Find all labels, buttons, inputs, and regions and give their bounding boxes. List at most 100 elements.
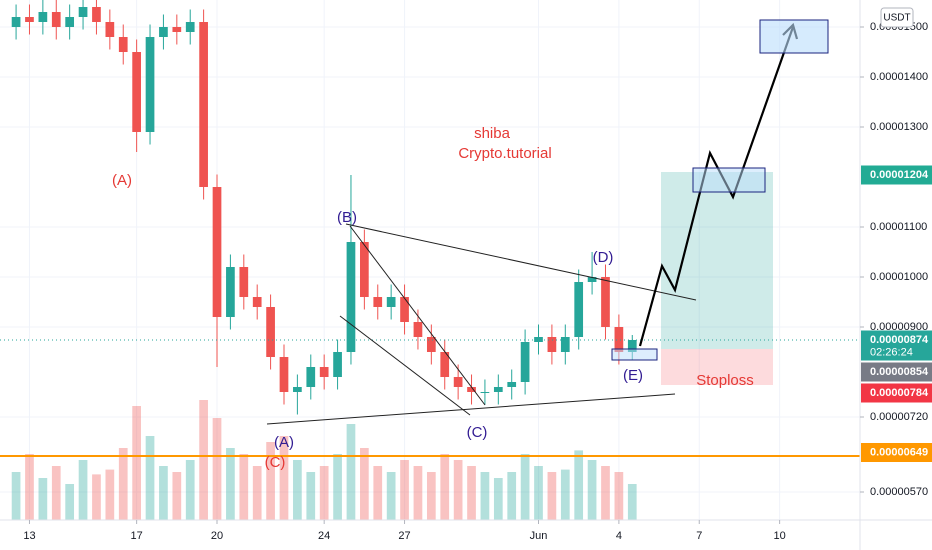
volume-bar	[172, 472, 182, 520]
volume-layer	[11, 400, 637, 520]
volume-bar	[118, 448, 128, 520]
y-tick-label: 0.00000570	[870, 486, 928, 498]
volume-bar	[560, 469, 570, 520]
grid	[0, 0, 860, 520]
candle-body	[279, 357, 289, 392]
candle-body	[346, 242, 356, 352]
candle-body	[440, 352, 450, 377]
price-badge-label: 0.00001204	[870, 169, 929, 181]
trend-line	[345, 223, 697, 301]
volume-bar	[132, 406, 141, 520]
volume-bar	[65, 484, 75, 520]
trend-line	[266, 393, 676, 425]
annotation: (C)	[265, 454, 286, 471]
volume-bar	[413, 466, 423, 520]
volume-bar	[440, 454, 450, 520]
volume-bar	[38, 478, 48, 520]
candle-body	[601, 277, 610, 327]
channel-line	[349, 225, 486, 406]
target-zone	[661, 172, 773, 349]
price-badge-label: 0.00000649	[870, 446, 928, 458]
y-tick-label: 0.00000720	[870, 411, 928, 423]
volume-bar	[534, 466, 543, 520]
countdown: 02:26:24	[870, 346, 913, 358]
candle-body	[132, 52, 141, 132]
candle-body	[38, 12, 48, 22]
y-tick-label: 0.00001300	[870, 121, 928, 133]
volume-bar	[453, 460, 463, 520]
candle-body	[333, 352, 342, 377]
price-badge-label: 0.00000784	[870, 387, 929, 399]
volume-bar	[199, 400, 208, 520]
currency-badge	[880, 7, 914, 28]
price-badge-label: 0.00000854	[870, 366, 929, 378]
annotation: (A)	[112, 172, 132, 189]
volume-bar	[547, 472, 557, 520]
volume-bar	[400, 460, 409, 520]
candle-body	[547, 337, 557, 352]
volume-bar	[105, 469, 115, 520]
x-tick-label: 20	[211, 530, 223, 542]
x-tick-label: 27	[398, 530, 410, 542]
volume-bar	[145, 436, 155, 520]
volume-bar	[614, 472, 624, 520]
candle-body	[25, 17, 34, 22]
candle-body	[185, 22, 195, 32]
volume-bar	[279, 436, 289, 520]
candle-body	[78, 7, 88, 17]
candle-body	[266, 307, 275, 357]
candle-body	[306, 367, 316, 387]
volume-bar	[386, 472, 396, 520]
candle-body	[252, 297, 262, 307]
y-tick-label: 0.00001000	[870, 271, 928, 283]
axes: 0.000015000.000014000.000013000.00001100…	[23, 21, 932, 542]
target-box	[759, 19, 829, 54]
candle-body	[413, 322, 423, 337]
candle-body	[627, 340, 637, 352]
volume-bar	[51, 466, 61, 520]
candle-body	[467, 387, 476, 392]
volume-bar	[346, 424, 356, 520]
volume-bar	[520, 454, 530, 520]
volume-bar	[601, 466, 610, 520]
price-badge	[861, 165, 932, 185]
volume-bar	[185, 460, 195, 520]
candle-body	[159, 27, 168, 37]
volume-bar	[252, 466, 262, 520]
candle-body	[574, 282, 584, 337]
candle-body	[507, 382, 517, 387]
candle-body	[239, 267, 249, 297]
volume-bar	[333, 454, 342, 520]
volume-bar	[426, 472, 436, 520]
entry-box	[611, 348, 658, 361]
candle-body	[426, 337, 436, 352]
annotation: (E)	[623, 367, 643, 384]
volume-bar	[574, 450, 584, 520]
annotation: (A)	[274, 434, 294, 451]
annotation: (C)	[467, 424, 488, 441]
price-badge	[861, 362, 932, 382]
price-badge	[861, 443, 932, 462]
x-tick-label: 17	[131, 530, 143, 542]
annotation: (B)	[337, 209, 357, 226]
volume-bar	[266, 442, 275, 520]
drawings: (A) shiba Crypto.tutorial (B) (D) (E) (C…	[0, 19, 860, 471]
y-tick-label: 0.00001100	[870, 221, 927, 233]
candle-body	[293, 387, 302, 392]
annotation: shiba	[474, 125, 511, 142]
x-tick-label: 10	[774, 530, 786, 542]
candle-body	[92, 7, 101, 22]
candle-body	[373, 297, 383, 307]
price-badge-label: 0.00000874	[870, 334, 929, 346]
annotation: (D)	[593, 249, 614, 266]
candle-body	[105, 22, 115, 37]
volume-bar	[480, 472, 490, 520]
candle-body	[560, 337, 570, 352]
candle-body	[319, 367, 329, 377]
candle-body	[226, 267, 235, 317]
channel-line	[339, 315, 471, 416]
price-badge	[861, 330, 932, 361]
stop-zone	[661, 349, 773, 385]
